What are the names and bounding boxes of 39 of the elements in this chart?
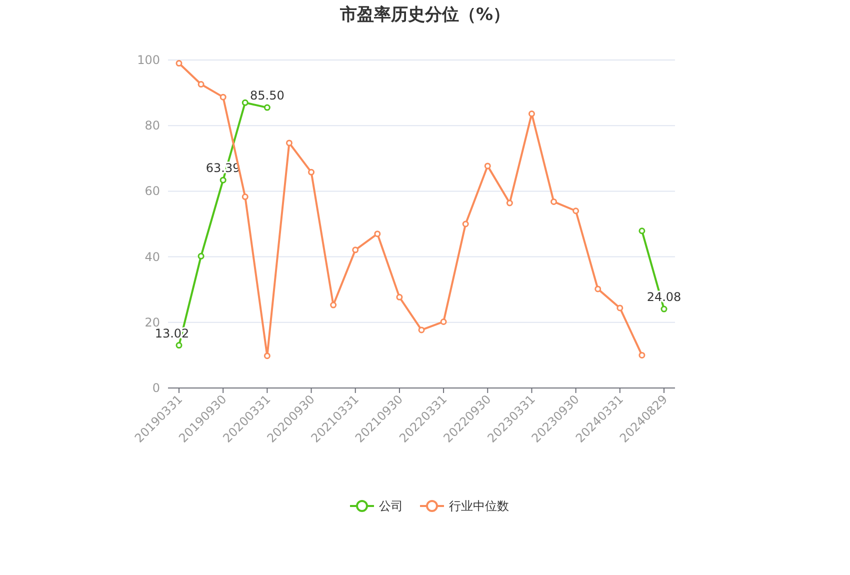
point [594, 286, 602, 292]
point [484, 162, 491, 170]
y-tick-label: 20 [144, 315, 160, 330]
point [198, 81, 204, 88]
y-tick-label: 100 [137, 53, 160, 67]
point [374, 230, 381, 238]
point [550, 198, 558, 205]
point [176, 342, 182, 349]
point [528, 110, 535, 118]
chart-title: 市盈率历史分位（%） [338, 5, 510, 25]
point [396, 294, 403, 300]
point [198, 252, 204, 260]
y-tick-label: 0 [152, 381, 160, 395]
point [330, 302, 337, 308]
y-tick-label: 80 [144, 118, 160, 133]
data-label: 85.50 [250, 88, 284, 103]
point [440, 318, 447, 325]
point [264, 352, 270, 360]
point [308, 168, 315, 176]
y-tick-label: 40 [144, 250, 160, 264]
point [616, 304, 624, 312]
legend-label: 公司 [379, 499, 403, 513]
legend-label: 行业中位数 [449, 499, 509, 513]
point [286, 140, 292, 146]
point [220, 94, 226, 100]
point [462, 220, 469, 228]
point [418, 326, 425, 334]
point [242, 99, 248, 106]
point [220, 176, 226, 184]
y-tick-label: 60 [144, 184, 160, 198]
point [638, 228, 646, 234]
point [176, 60, 182, 67]
point [352, 246, 359, 254]
point [264, 104, 270, 111]
point [572, 208, 580, 214]
point [242, 194, 248, 200]
point [638, 352, 646, 358]
point [660, 306, 668, 312]
point [506, 200, 513, 206]
